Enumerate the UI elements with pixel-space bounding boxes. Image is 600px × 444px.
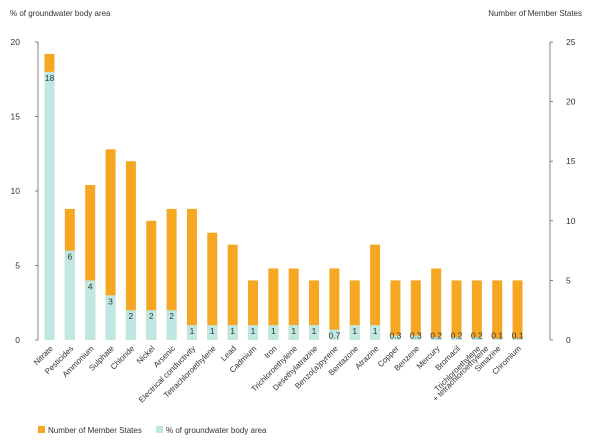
bar-groundwater-area xyxy=(309,325,320,340)
left-tick-label: 20 xyxy=(11,37,21,47)
right-tick-label: 25 xyxy=(566,37,576,47)
right-axis-ticks: 0 5 10 15 20 25 xyxy=(550,37,576,345)
bar-member-states xyxy=(166,208,177,340)
bar-member-states xyxy=(309,280,320,340)
bar-member-states xyxy=(85,185,96,340)
bar-groundwater-area xyxy=(288,325,299,340)
data-label-groundwater-area: 0.3 xyxy=(410,331,422,341)
bar-groundwater-area xyxy=(64,250,75,340)
data-label-groundwater-area: 0.1 xyxy=(491,331,503,341)
bar-groundwater-area xyxy=(471,337,482,340)
bar-member-states xyxy=(288,268,299,340)
data-label-groundwater-area: 2 xyxy=(149,311,154,321)
bar-member-states xyxy=(207,232,218,340)
bar-member-states xyxy=(471,280,482,340)
bar-groundwater-area xyxy=(512,338,523,340)
right-tick-label: 20 xyxy=(566,97,576,107)
data-label-groundwater-area: 6 xyxy=(67,252,72,262)
left-tick-label: 5 xyxy=(15,261,20,271)
bar-groundwater-area xyxy=(390,335,401,340)
bar-member-states xyxy=(186,208,197,340)
category-labels-group: NitratePesticidesAmmoniumSulphateChlorid… xyxy=(32,344,523,405)
bars-group xyxy=(44,53,523,341)
bar-member-states xyxy=(329,268,340,340)
bar-groundwater-area xyxy=(492,338,503,340)
data-label-groundwater-area: 1 xyxy=(312,326,317,336)
left-tick-label: 15 xyxy=(11,112,21,122)
bar-groundwater-area xyxy=(125,310,136,340)
bar-groundwater-area xyxy=(85,280,96,340)
bar-groundwater-area xyxy=(227,325,238,340)
bar-member-states xyxy=(248,280,258,340)
left-axis-ticks: 0 5 10 15 20 xyxy=(11,37,38,345)
bar-groundwater-area xyxy=(207,325,218,340)
left-tick-label: 10 xyxy=(11,186,21,196)
category-label: Iron xyxy=(263,344,279,360)
data-label-groundwater-area: 1 xyxy=(373,326,378,336)
left-axis-label: % of groundwater body area xyxy=(10,9,111,18)
bar-groundwater-area xyxy=(146,310,157,340)
bar-member-states xyxy=(370,244,381,340)
bar-groundwater-area xyxy=(349,325,360,340)
data-label-groundwater-area: 1 xyxy=(210,326,215,336)
data-label-groundwater-area: 0.2 xyxy=(471,331,483,341)
bar-member-states xyxy=(410,280,421,340)
data-label-groundwater-area: 1 xyxy=(230,326,235,336)
data-label-groundwater-area: 1 xyxy=(271,326,276,336)
bar-member-states xyxy=(512,280,523,340)
data-label-groundwater-area: 0.2 xyxy=(430,331,442,341)
bar-member-states xyxy=(492,280,503,340)
bar-member-states xyxy=(125,161,136,340)
bar-member-states xyxy=(227,244,238,340)
bar-member-states xyxy=(390,280,401,340)
bar-groundwater-area xyxy=(166,310,177,340)
bar-member-states xyxy=(268,268,279,340)
bar-groundwater-area xyxy=(410,335,421,340)
bar-groundwater-area xyxy=(268,325,279,340)
right-axis-label: Number of Member States xyxy=(488,9,582,18)
legend-label-member-states: Number of Member States xyxy=(48,426,142,435)
bar-groundwater-area xyxy=(44,71,55,341)
data-label-groundwater-area: 1 xyxy=(251,326,256,336)
bar-member-states xyxy=(349,280,360,340)
data-label-groundwater-area: 2 xyxy=(129,311,134,321)
data-label-groundwater-area: 4 xyxy=(88,281,93,291)
bar-groundwater-area xyxy=(370,325,381,340)
bar-member-states xyxy=(431,268,442,340)
data-label-groundwater-area: 1 xyxy=(291,326,296,336)
bar-groundwater-area xyxy=(431,337,442,340)
right-tick-label: 0 xyxy=(566,335,571,345)
left-tick-label: 0 xyxy=(15,335,20,345)
data-label-groundwater-area: 0.2 xyxy=(451,331,463,341)
data-label-groundwater-area: 2 xyxy=(169,311,174,321)
legend-label-groundwater-area: % of groundwater body area xyxy=(166,426,267,435)
bar-groundwater-area xyxy=(186,325,197,340)
bar-groundwater-area xyxy=(105,295,116,340)
bar-groundwater-area xyxy=(329,329,340,340)
data-label-groundwater-area: 3 xyxy=(108,296,113,306)
legend-swatch-groundwater-area xyxy=(156,426,163,433)
legend-swatch-member-states xyxy=(38,426,45,433)
data-label-groundwater-area: 0.3 xyxy=(390,331,402,341)
bar-groundwater-area xyxy=(248,325,258,340)
data-label-groundwater-area: 0.1 xyxy=(512,331,524,341)
legend: Number of Member States % of groundwater… xyxy=(38,426,267,435)
bar-member-states xyxy=(146,220,157,340)
data-label-groundwater-area: 18 xyxy=(45,73,55,83)
right-tick-label: 15 xyxy=(566,156,576,166)
bar-member-states xyxy=(451,280,462,340)
data-label-groundwater-area: 1 xyxy=(190,326,195,336)
data-label-groundwater-area: 1 xyxy=(352,326,357,336)
bar-member-states xyxy=(105,149,116,340)
right-tick-label: 10 xyxy=(566,216,576,226)
right-tick-label: 5 xyxy=(566,275,571,285)
data-labels-group: 18 6 4 3 2 2 2 1 1 1 1 1 1 1 0.7 1 1 0.3 0.3 0.2 0.2 0.2 0.1 0.… xyxy=(45,73,524,341)
bar-groundwater-area xyxy=(451,337,462,340)
data-label-groundwater-area: 0.7 xyxy=(328,331,340,341)
category-label: + tetrachloroethylene xyxy=(431,344,491,404)
